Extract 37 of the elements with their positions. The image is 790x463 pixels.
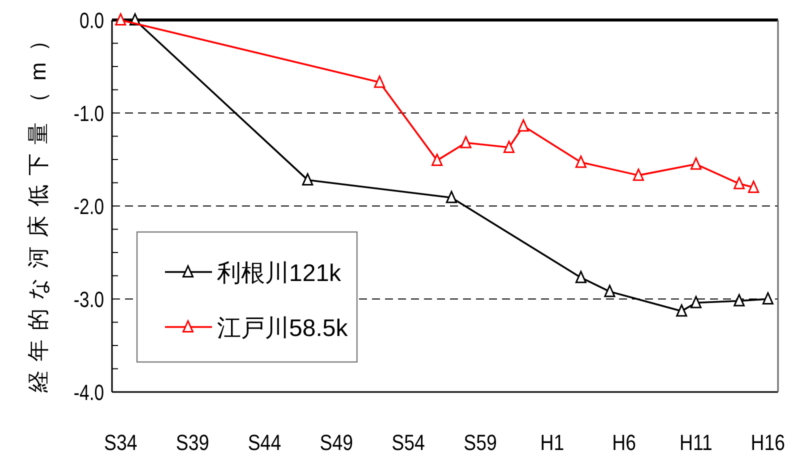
point [432,154,443,166]
x-tick-label: S59 [464,432,497,456]
y-tick-label: -3.0 [74,288,104,313]
x-tick-label: H1 [540,432,564,456]
point [734,294,745,306]
point [518,119,529,132]
point [302,173,314,186]
point [632,168,644,181]
point [115,13,126,26]
point [604,284,616,298]
y-tick-label: -4.0 [74,381,104,406]
x-tick-label: H11 [680,432,712,456]
point [575,270,586,284]
x-tick-label: S54 [392,432,425,456]
y-tick-label: -2.0 [74,195,104,220]
point [575,156,586,168]
point [690,157,702,170]
point [446,190,458,204]
x-tick-label: S34 [104,432,138,456]
point [460,136,472,148]
x-tick-label: S49 [320,432,354,456]
y-tick-label: -1.0 [74,102,104,127]
point [503,140,515,153]
point [690,296,702,308]
point [676,304,688,317]
x-tick-label: H16 [750,432,786,456]
point [762,292,774,305]
point [374,76,386,88]
y-tick-label: 0.0 [80,9,104,34]
x-tick-label: S39 [176,432,210,456]
x-tick-label: H6 [612,432,636,456]
text: 経年的な河床低下量（m） [26,30,50,392]
x-tick-label: S44 [248,432,282,456]
point [734,176,745,190]
legend-label: 利根川121k [217,260,342,287]
legend-label: 江戸川58.5k [217,315,349,342]
point [748,180,760,193]
